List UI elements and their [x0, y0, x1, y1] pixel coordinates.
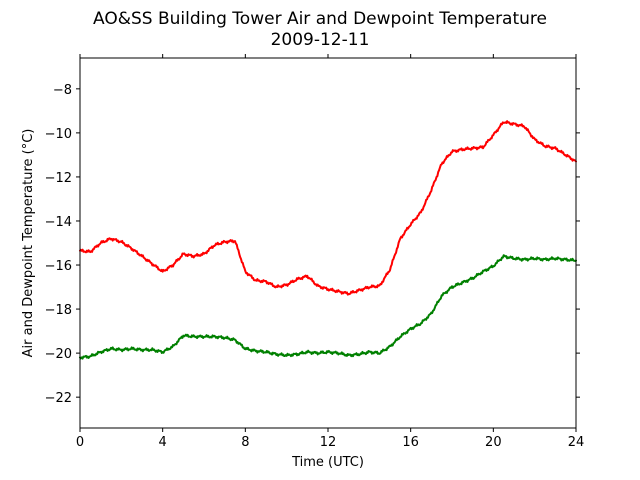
- x-tick-label: 0: [76, 435, 84, 450]
- y-tick-label: −18: [45, 303, 72, 318]
- y-tick-label: −14: [45, 215, 72, 230]
- series-layer: [79, 120, 577, 360]
- chart-subtitle: 2009-12-11: [271, 30, 370, 50]
- x-tick-label: 20: [485, 435, 502, 450]
- y-axis-label: Air and Dewpoint Temperature (°C): [21, 129, 36, 358]
- plot-area-frame: [79, 57, 577, 429]
- y-tick-label: −10: [45, 127, 72, 142]
- y-tick-label: −12: [45, 171, 72, 186]
- x-axis-label: Time (UTC): [291, 455, 364, 470]
- chart-title: AO&SS Building Tower Air and Dewpoint Te…: [93, 9, 547, 29]
- series-line-green: [79, 254, 577, 360]
- y-tick-label: −22: [45, 391, 72, 406]
- x-tick-label: 16: [402, 435, 419, 450]
- series-line-red: [79, 120, 577, 296]
- x-tick-label: 12: [320, 435, 337, 450]
- x-tick-label: 24: [568, 435, 585, 450]
- y-tick-label: −16: [45, 259, 72, 274]
- ticks-layer: 0 4 8 12 16 20 24 −22 −20 −18 −16 −14 −12 −10 −8: [45, 54, 585, 450]
- x-tick-label: 4: [159, 435, 167, 450]
- x-tick-label: 8: [241, 435, 249, 450]
- y-tick-label: −8: [53, 83, 72, 98]
- y-tick-label: −20: [45, 347, 72, 362]
